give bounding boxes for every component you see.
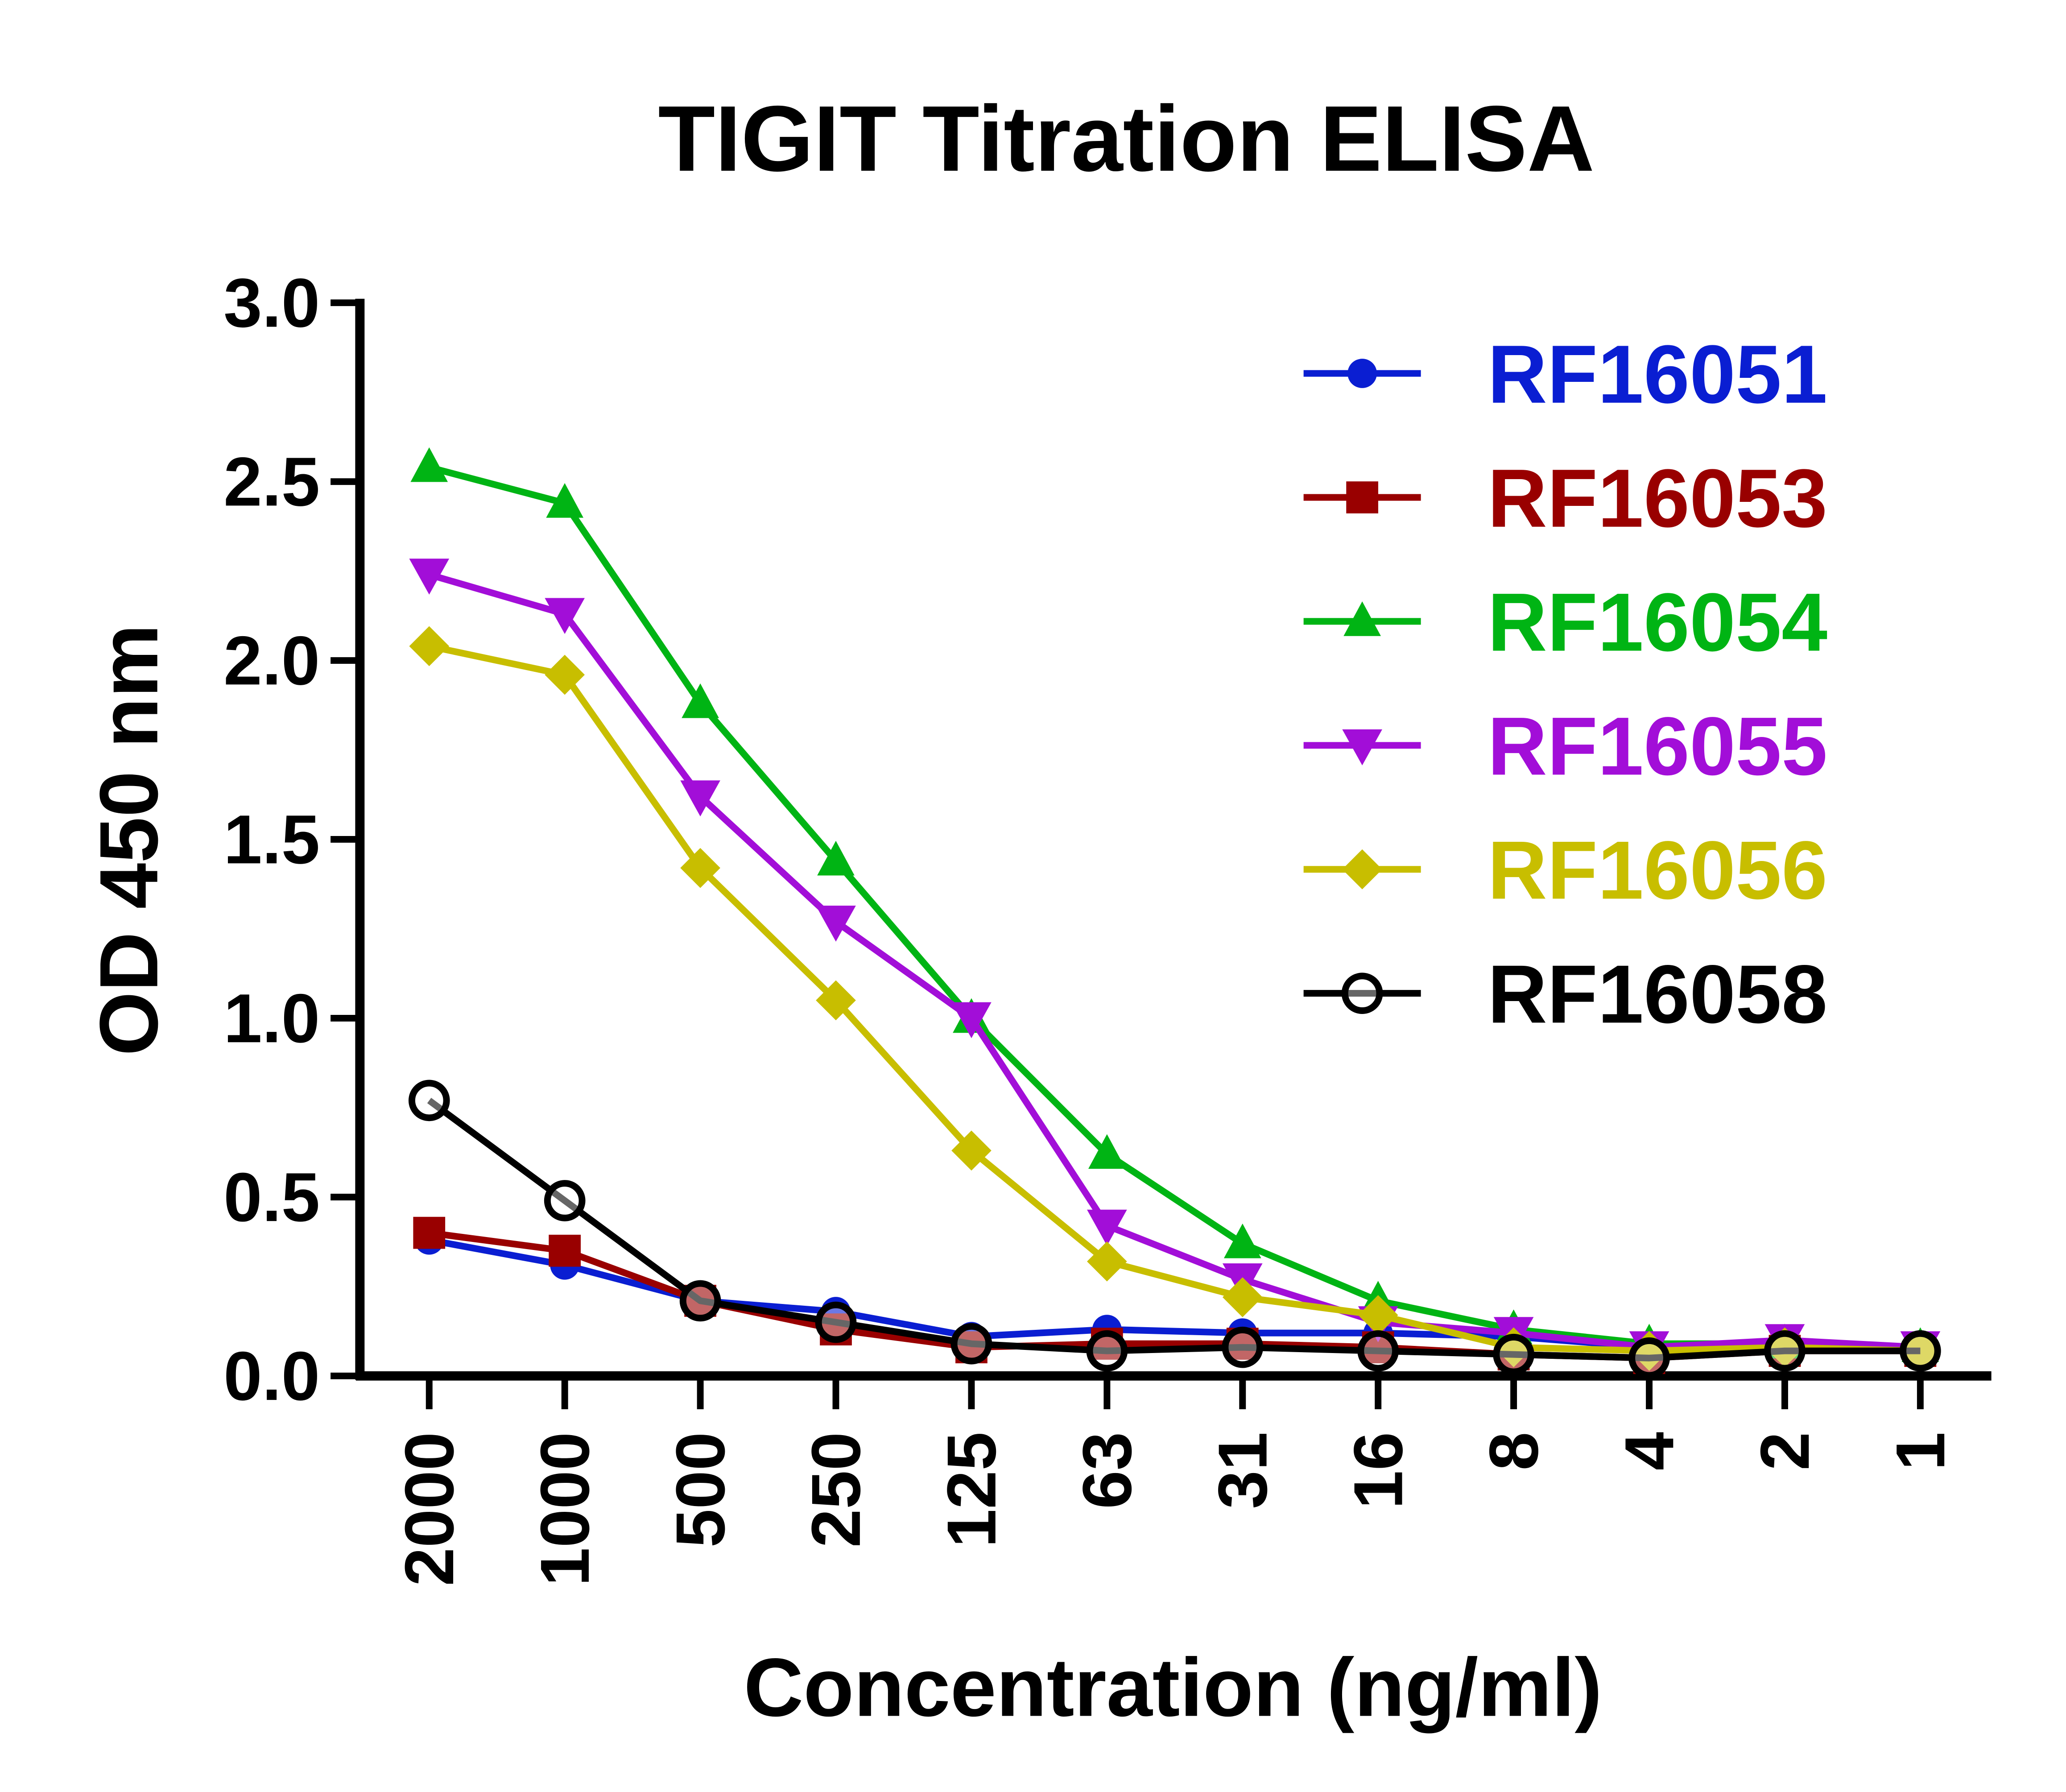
data-point	[1493, 1333, 1534, 1375]
y-tick-label: 2.5	[223, 443, 320, 520]
data-point	[950, 1323, 992, 1365]
legend-label: RF16051	[1488, 328, 1827, 421]
data-point	[817, 840, 855, 876]
y-axis-label: OD 450 nm	[83, 624, 175, 1056]
y-tick-label: 0.5	[223, 1158, 320, 1236]
x-tick-label: 16	[1339, 1432, 1417, 1509]
y-tick-label: 3.0	[223, 264, 320, 341]
legend-label: RF16053	[1488, 452, 1827, 545]
x-tick-label: 1000	[526, 1432, 603, 1586]
data-point	[1341, 973, 1383, 1014]
data-point	[1343, 601, 1381, 636]
y-tick-label: 0.0	[223, 1337, 320, 1415]
data-point	[1357, 1330, 1399, 1372]
data-point	[1222, 1326, 1264, 1368]
series-layer	[408, 447, 1941, 1379]
data-point	[410, 447, 448, 482]
y-tick-label: 1.0	[223, 979, 320, 1057]
x-tick-label: 31	[1204, 1432, 1281, 1509]
x-tick-label: 8	[1475, 1432, 1552, 1470]
data-point	[1764, 1330, 1806, 1372]
data-point	[680, 848, 720, 888]
y-tick-label: 2.0	[223, 621, 320, 699]
x-tick-label: 2000	[390, 1432, 468, 1586]
legend-label: RF16054	[1488, 576, 1827, 669]
data-point	[951, 1002, 992, 1039]
legend-entry: RF16058	[1303, 948, 1827, 1040]
data-point	[1347, 359, 1377, 388]
data-point	[1628, 1337, 1670, 1379]
y-tick-label: 1.5	[223, 800, 320, 878]
x-tick-label: 500	[661, 1432, 739, 1548]
x-tick-label: 4	[1610, 1432, 1688, 1470]
data-point	[1342, 849, 1382, 890]
legend-label: RF16055	[1488, 700, 1827, 793]
data-point	[409, 559, 450, 595]
data-point	[1086, 1330, 1128, 1372]
data-point	[1223, 1223, 1261, 1258]
x-axis-label: Concentration (ng/ml)	[744, 1641, 1602, 1734]
data-point	[682, 683, 719, 718]
legend: RF16051 RF16053 RF16054 RF16055 RF16056 RF160…	[1303, 328, 1827, 1040]
data-point	[679, 1280, 721, 1322]
data-point	[1900, 1330, 1941, 1372]
legend-entry: RF16051	[1303, 328, 1827, 421]
data-point	[1342, 729, 1382, 766]
legend-entry: RF16056	[1303, 824, 1827, 916]
legend-entry: RF16053	[1303, 452, 1827, 545]
data-point	[409, 626, 450, 666]
data-point	[1087, 1209, 1127, 1246]
x-tick-label: 2	[1746, 1432, 1823, 1470]
axes: 0.0 0.5 1.0 1.5 2.0 2.5 3.0 2000 1000 500 250 125 63…	[223, 264, 1992, 1586]
data-point	[816, 906, 856, 942]
x-tick-label: 1	[1881, 1432, 1959, 1470]
legend-label: RF16056	[1488, 824, 1827, 916]
data-point	[1088, 1134, 1126, 1169]
data-point	[546, 483, 584, 518]
data-point	[545, 654, 585, 695]
data-point	[545, 598, 585, 634]
data-point	[815, 1301, 857, 1343]
x-tick-label: 250	[797, 1432, 875, 1548]
data-point	[413, 1217, 446, 1249]
series-RF16058	[408, 1080, 1941, 1379]
legend-entry: RF16055	[1303, 700, 1827, 793]
x-tick-label: 125	[933, 1432, 1010, 1548]
series-line	[427, 1097, 1921, 1362]
data-point	[549, 1234, 581, 1267]
data-point	[408, 1080, 450, 1122]
series-line	[428, 571, 1921, 1351]
x-tick-label: 63	[1068, 1432, 1146, 1509]
legend-entry: RF16054	[1303, 576, 1827, 669]
chart-title: TIGIT Titration ELISA	[658, 87, 1594, 191]
data-point	[1346, 481, 1378, 513]
legend-label: RF16058	[1488, 948, 1827, 1040]
data-point	[680, 780, 720, 817]
data-point	[816, 980, 856, 1021]
series-line	[428, 643, 1921, 1354]
data-point	[544, 1180, 586, 1221]
